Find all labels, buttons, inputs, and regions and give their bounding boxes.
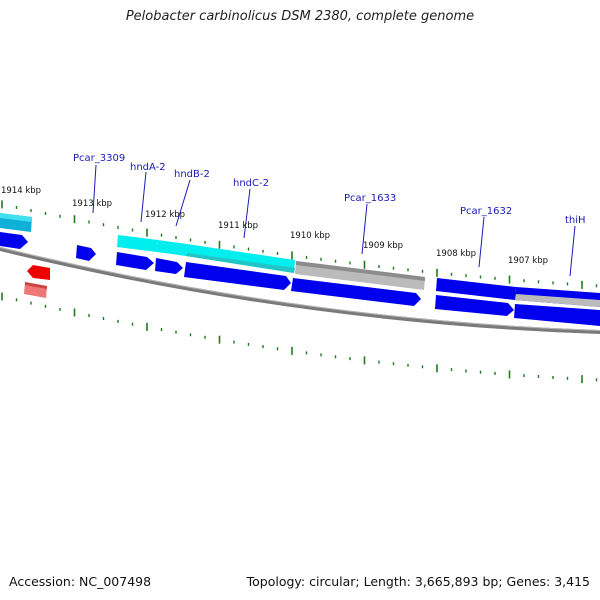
pcar1633-gene-arrow[interactable]	[291, 278, 421, 306]
genome-backbone-highlight	[0, 247, 600, 331]
kbp-label-1910: 1910 kbp	[290, 231, 330, 241]
pcar1633-gene-block-shade	[296, 261, 425, 281]
hndb2-leader-line	[175, 179, 191, 227]
hnda2-leader-line	[140, 171, 147, 223]
map-title: Pelobacter carbinolicus DSM 2380, comple…	[125, 9, 475, 24]
kbp-label-1911: 1911 kbp	[218, 221, 258, 231]
hndb2-gene-block[interactable]	[157, 240, 187, 256]
kbp-label-1912: 1912 kbp	[145, 210, 185, 220]
pcar1632-gene-block[interactable]	[436, 278, 516, 300]
accession-text: Accession: NC_007498	[9, 574, 152, 589]
gene-label-pcar1632[interactable]: Pcar_1632	[460, 206, 512, 217]
thih-gene-block-shade	[515, 294, 600, 307]
pcar3309-gene-arrow[interactable]	[76, 245, 96, 261]
pcar3309-leader-line	[92, 164, 97, 214]
rna-gene-block-light-edge	[25, 282, 47, 289]
pcar1632-gene-arrow[interactable]	[435, 295, 514, 316]
hndc2-gene-arrow[interactable]	[184, 262, 291, 290]
gene-label-pcar3309[interactable]: Pcar_3309	[73, 153, 125, 164]
hnda2-gene-arrow[interactable]	[116, 252, 154, 270]
pcar1633-leader-line	[361, 203, 368, 255]
thih-leader-line	[569, 225, 576, 277]
hndb2-gene-arrow[interactable]	[155, 258, 183, 274]
thih-gene-arrow[interactable]	[514, 304, 600, 326]
gene-label-hnda2[interactable]: hndA-2	[130, 162, 166, 173]
kbp-label-1914: 1914 kbp	[1, 186, 41, 196]
kbp-label-1909: 1909 kbp	[363, 241, 403, 251]
hnda2-gene-block[interactable]	[117, 235, 158, 252]
kbp-label-1907: 1907 kbp	[508, 256, 548, 266]
hndc2-leader-line	[243, 188, 251, 239]
gene-label-thih[interactable]: thiH	[565, 215, 586, 226]
gene-arrow-left[interactable]	[0, 232, 28, 249]
gene-label-hndb2[interactable]: hndB-2	[174, 169, 210, 180]
topology-text: Topology: circular; Length: 3,665,893 bp…	[246, 574, 590, 589]
gene-block-left-cyan-top	[0, 213, 32, 222]
kbp-label-1913: 1913 kbp	[72, 199, 112, 209]
genome-backbone	[0, 247, 600, 334]
gc-ruler-ticks	[1, 292, 598, 384]
hndc2-gene-block-shade	[186, 253, 295, 273]
kbp-label-1908: 1908 kbp	[436, 249, 476, 259]
rna-gene-arrow[interactable]	[27, 265, 50, 280]
gene-label-hndc2[interactable]: hndC-2	[233, 178, 269, 189]
pcar1632-leader-line	[478, 216, 485, 268]
gene-label-pcar1633[interactable]: Pcar_1633	[344, 193, 396, 204]
kbp-ruler-ticks	[1, 200, 598, 289]
